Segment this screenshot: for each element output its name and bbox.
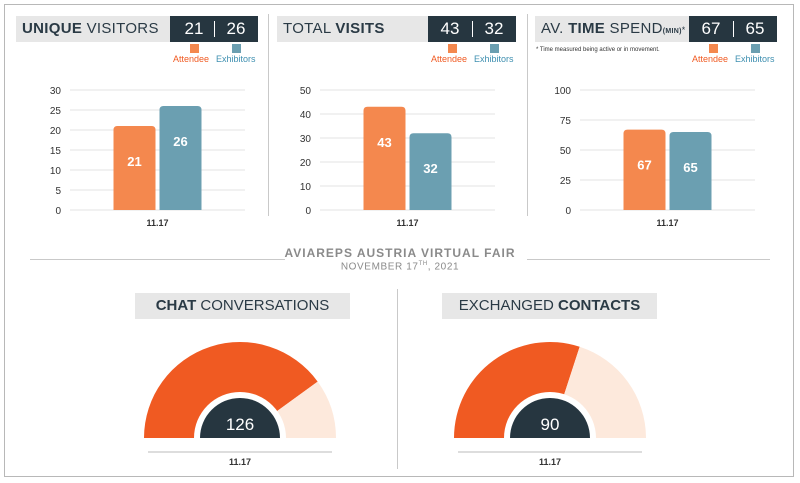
chat-conversations-title: CHAT CONVERSATIONS bbox=[135, 293, 350, 319]
exhibitor-legend-swatch bbox=[490, 44, 499, 53]
exhibitor-legend-swatch bbox=[232, 44, 241, 53]
y-tick-label: 25 bbox=[560, 176, 572, 187]
panel-divider-1 bbox=[268, 14, 269, 216]
gauge-filled-arc bbox=[454, 341, 580, 438]
gauge-base-mask bbox=[140, 438, 340, 452]
y-tick-label: 50 bbox=[300, 86, 312, 97]
y-tick-label: 30 bbox=[300, 134, 312, 145]
value-separator bbox=[214, 21, 215, 37]
value-separator bbox=[733, 21, 734, 37]
attendee-legend-label: Attendee bbox=[692, 54, 729, 64]
chat-conversations-gauge: 126 11.17 bbox=[140, 342, 340, 470]
y-tick-label: 0 bbox=[55, 206, 61, 217]
bar-data-label: 32 bbox=[423, 161, 437, 176]
y-tick-label: 20 bbox=[300, 158, 312, 169]
event-date: NOVEMBER 17TH, 2021 bbox=[340, 261, 460, 273]
gauge-value: 90 bbox=[541, 415, 560, 434]
avg-time-attendee-value: 67 bbox=[701, 19, 721, 38]
unique-visitors-attendee-value: 21 bbox=[184, 19, 204, 38]
avg-time-chart: 0 25 50 75 100 67 65 11.17 bbox=[554, 86, 755, 227]
exhibitors-bar bbox=[669, 132, 712, 210]
exhibitor-legend-label: Exhibitors bbox=[474, 54, 514, 64]
bar-data-label: 43 bbox=[377, 135, 391, 150]
gauge-remaining-arc bbox=[272, 381, 336, 438]
y-tick-label: 50 bbox=[560, 146, 572, 157]
event-divider-right bbox=[527, 259, 770, 260]
total-visits-chart: 0 10 20 30 40 50 43 32 11.17 bbox=[300, 86, 495, 227]
panel-title-avg-time-spend: AV. TIME SPEND(MIN)* bbox=[535, 16, 689, 42]
total-visits-attendee-value: 43 bbox=[440, 19, 460, 38]
exhibitors-bar bbox=[409, 133, 452, 210]
attendee-legend-label: Attendee bbox=[173, 54, 210, 64]
bar-data-label: 21 bbox=[127, 154, 141, 169]
unique-visitors-chart: 0 5 10 15 20 25 30 21 26 11.17 bbox=[50, 86, 245, 227]
gauge-date-label: 11.17 bbox=[229, 457, 251, 467]
gauge-center-dome bbox=[200, 398, 280, 438]
y-tick-label: 100 bbox=[554, 86, 571, 97]
bar-data-label: 65 bbox=[683, 160, 697, 175]
gauge-base-mask bbox=[450, 438, 650, 452]
total-visits-exhibitor-value: 32 bbox=[484, 19, 504, 38]
attendee-legend-swatch bbox=[448, 44, 457, 53]
y-tick-label: 10 bbox=[300, 182, 312, 193]
panel-divider-2 bbox=[527, 14, 528, 216]
exchanged-contacts-gauge: 90 11.17 bbox=[450, 341, 650, 470]
legend-avg-time: Attendee Exhibitors bbox=[689, 44, 789, 66]
y-tick-label: 0 bbox=[565, 206, 571, 217]
attendee-legend-swatch bbox=[709, 44, 718, 53]
bar-data-label: 67 bbox=[637, 158, 651, 173]
panel-title-total-visits: TOTAL VISITS bbox=[277, 16, 428, 42]
gauge-center-dome bbox=[510, 398, 590, 438]
legend-total-visits: Attendee Exhibitors bbox=[428, 44, 528, 66]
x-tick-label: 11.17 bbox=[146, 218, 168, 227]
gauge-date-label: 11.17 bbox=[539, 457, 561, 467]
unique-visitors-exhibitor-value: 26 bbox=[226, 19, 246, 38]
time-measurement-note: * Time measured being active or in movem… bbox=[536, 47, 660, 53]
attendee-legend-swatch bbox=[190, 44, 199, 53]
panel-title-unique-visitors: UNIQUE VISITORS bbox=[16, 16, 170, 42]
exhibitor-legend-label: Exhibitors bbox=[216, 54, 256, 64]
y-tick-label: 40 bbox=[300, 110, 312, 121]
gauge-value: 126 bbox=[226, 415, 254, 434]
attendee-bar bbox=[113, 126, 156, 210]
gauge-filled-arc bbox=[144, 342, 318, 438]
exhibitor-legend-label: Exhibitors bbox=[735, 54, 775, 64]
avg-time-exhibitor-value: 65 bbox=[745, 19, 765, 38]
attendee-bar bbox=[363, 106, 406, 210]
avg-time-values: 67 65 bbox=[689, 16, 777, 42]
y-tick-label: 10 bbox=[50, 166, 62, 177]
event-title: AVIAREPS AUSTRIA VIRTUAL FAIR bbox=[284, 246, 516, 260]
exhibitors-bar bbox=[159, 106, 202, 210]
total-visits-values: 43 32 bbox=[428, 16, 516, 42]
attendee-bar bbox=[623, 129, 666, 210]
x-tick-label: 11.17 bbox=[396, 218, 418, 227]
y-tick-label: 5 bbox=[55, 186, 61, 197]
y-tick-label: 75 bbox=[560, 116, 572, 127]
y-tick-label: 30 bbox=[50, 86, 62, 97]
y-tick-label: 25 bbox=[50, 106, 62, 117]
exchanged-contacts-title: EXCHANGED CONTACTS bbox=[442, 293, 657, 319]
dashboard-frame bbox=[4, 4, 794, 477]
legend-unique-visitors: Attendee Exhibitors bbox=[170, 44, 270, 66]
gauge-divider bbox=[397, 289, 398, 469]
x-tick-label: 11.17 bbox=[656, 218, 678, 227]
y-tick-label: 20 bbox=[50, 126, 62, 137]
attendee-legend-label: Attendee bbox=[431, 54, 468, 64]
y-tick-label: 0 bbox=[305, 206, 311, 217]
y-tick-label: 15 bbox=[50, 146, 62, 157]
bar-data-label: 26 bbox=[173, 134, 187, 149]
value-separator bbox=[472, 21, 473, 37]
unique-visitors-values: 21 26 bbox=[170, 16, 258, 42]
exhibitor-legend-swatch bbox=[751, 44, 760, 53]
event-divider-left bbox=[30, 259, 285, 260]
